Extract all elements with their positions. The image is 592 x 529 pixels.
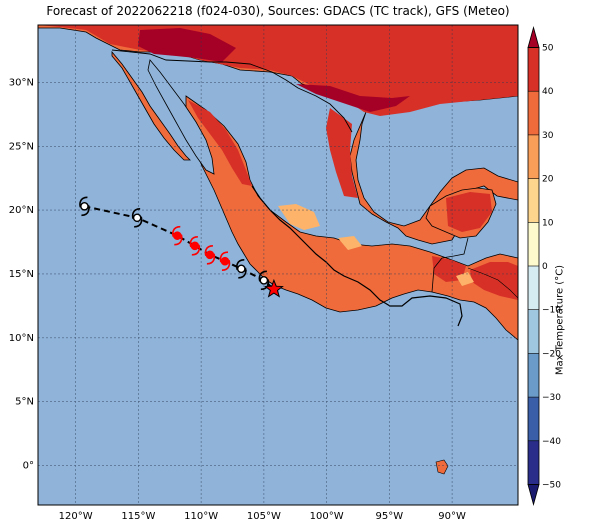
heat-zone-very-hot: [138, 28, 236, 62]
baja-california: [111, 50, 191, 161]
cyclone-symbol-icon: [189, 236, 201, 256]
map-frame: [37, 24, 519, 506]
colorbar-tick-label: 20: [542, 175, 554, 185]
colorbar-top-extend: [527, 25, 540, 48]
current-position-star-icon: [264, 278, 284, 298]
cyclone-symbol-icon: [131, 207, 143, 228]
colorbar-segment: [528, 266, 539, 310]
colorbar-bottom-extend: [527, 484, 540, 507]
highland-cool-zone-3: [456, 272, 474, 286]
colorbar-segment: [528, 91, 539, 135]
cyclone-symbol-icon: [204, 244, 216, 265]
temperature-colorbar: 50 40 30 20 10 0 −10 −20 −30 −40 −50: [527, 25, 561, 507]
colorbar-tick-label: −10: [542, 306, 561, 316]
highland-cool-zone: [278, 204, 320, 230]
colorbar-segment: [528, 309, 539, 354]
lat-label: 10°N: [9, 333, 34, 344]
border-central-america: [467, 267, 518, 299]
colorbar-segment: [528, 134, 539, 179]
colorbar-segment: [528, 440, 539, 485]
cyclone-symbol-icon: [236, 259, 247, 279]
colorbar-tick-label: 40: [542, 87, 554, 97]
colorbar-segment: [528, 47, 539, 92]
lon-label: 90°W: [438, 511, 466, 522]
lat-label: 15°N: [9, 269, 34, 280]
lat-label: 5°N: [15, 397, 34, 408]
colorbar-segment: [528, 222, 539, 266]
colorbar-tick-label: 10: [542, 218, 554, 228]
highland-cool-zone-2: [338, 236, 362, 250]
colorbar-tick-label: 50: [542, 44, 554, 54]
lon-label: 115°W: [121, 511, 155, 522]
cyclone-symbol-icon: [79, 196, 90, 217]
lat-label: 0°: [23, 460, 34, 471]
map-axis-labels: 30°N 25°N 20°N 15°N 10°N 5°N 0° 120°W 115°W 110°W…: [9, 77, 466, 522]
cyclone-symbol-icon: [219, 251, 231, 271]
lat-label: 20°N: [9, 205, 34, 216]
lon-label: 95°W: [376, 511, 404, 522]
cyclone-symbol-icon: [258, 270, 270, 291]
graticule: [38, 25, 518, 505]
border-us-mexico: [111, 49, 353, 133]
colorbar-segment: [528, 353, 539, 398]
colorbar-segment: [528, 397, 539, 441]
track-markers: [79, 196, 284, 298]
land-southern-mexico: [185, 95, 518, 341]
colorbar-label: Max Temperature (°C): [554, 264, 566, 376]
colorbar-tick-label: 30: [542, 131, 554, 141]
heat-zone-central-america: [470, 262, 518, 300]
colorbar-tick-label: 0: [542, 262, 548, 272]
pacific-coastline: [251, 185, 463, 327]
colorbar-segment: [528, 178, 539, 223]
lat-label: 25°N: [9, 141, 34, 152]
heat-zone-east-mexico: [326, 108, 358, 198]
colorbar-tick-label: −20: [542, 349, 561, 359]
map-panel: [38, 25, 518, 505]
gulf-of-california: [147, 59, 215, 175]
lon-label: 100°W: [310, 511, 344, 522]
border-mexico-guatemala: [431, 237, 469, 293]
colorbar-tick-label: −30: [542, 393, 561, 403]
lon-label: 105°W: [247, 511, 281, 522]
lon-label: 110°W: [184, 511, 218, 522]
lat-label: 30°N: [9, 77, 34, 88]
map-title: Forecast of 2022062218 (f024-030), Sourc…: [46, 4, 510, 18]
colorbar-tick-label: −50: [542, 481, 561, 491]
cyclone-symbol-icon: [172, 225, 183, 246]
lon-label: 120°W: [59, 511, 93, 522]
heat-zone-sierra-madre: [188, 100, 252, 186]
colorbar-tick-label: −40: [542, 437, 561, 447]
heat-zone-yucatan: [446, 192, 492, 232]
heat-zone-texas: [296, 84, 410, 112]
galapagos-islands: [435, 459, 449, 475]
